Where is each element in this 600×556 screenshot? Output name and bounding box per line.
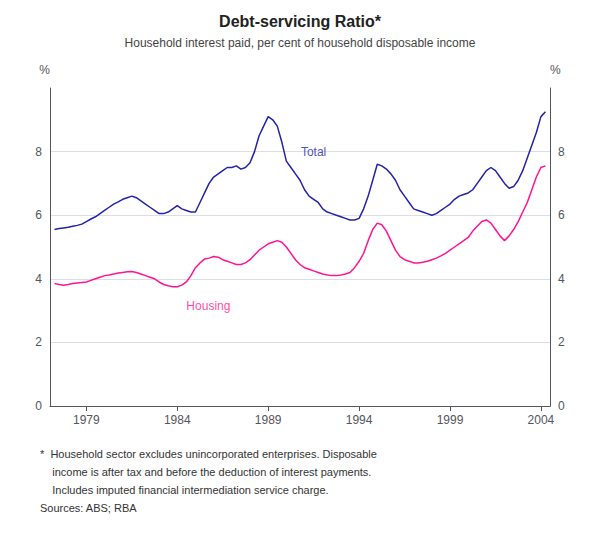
svg-text:Household interest paid, per c: Household interest paid, per cent of hou… bbox=[125, 36, 476, 50]
svg-text:4: 4 bbox=[558, 272, 565, 286]
svg-text:Total: Total bbox=[301, 145, 326, 159]
svg-text:1979: 1979 bbox=[73, 413, 100, 427]
svg-text:2: 2 bbox=[35, 335, 42, 349]
svg-text:1984: 1984 bbox=[164, 413, 191, 427]
svg-text:%: % bbox=[550, 63, 561, 77]
svg-text:Sources: ABS; RBA: Sources: ABS; RBA bbox=[40, 502, 137, 514]
svg-text:Debt-servicing Ratio*: Debt-servicing Ratio* bbox=[219, 13, 382, 30]
svg-text:4: 4 bbox=[35, 272, 42, 286]
svg-text:2004: 2004 bbox=[528, 413, 555, 427]
svg-text:8: 8 bbox=[35, 145, 42, 159]
svg-text:Housing: Housing bbox=[186, 299, 230, 313]
svg-text:Includes imputed financial int: Includes imputed financial intermediatio… bbox=[40, 484, 329, 496]
svg-text:6: 6 bbox=[558, 208, 565, 222]
svg-text:1999: 1999 bbox=[437, 413, 464, 427]
svg-text:1989: 1989 bbox=[255, 413, 282, 427]
svg-text:%: % bbox=[39, 63, 50, 77]
svg-text:* Household sector excludes u: * Household sector excludes unincorporat… bbox=[40, 448, 377, 460]
svg-text:0: 0 bbox=[35, 399, 42, 413]
svg-text:1994: 1994 bbox=[346, 413, 373, 427]
svg-text:income is after tax and before: income is after tax and before the deduc… bbox=[40, 466, 371, 478]
svg-text:8: 8 bbox=[558, 145, 565, 159]
svg-text:0: 0 bbox=[558, 399, 565, 413]
svg-text:2: 2 bbox=[558, 335, 565, 349]
svg-text:6: 6 bbox=[35, 208, 42, 222]
